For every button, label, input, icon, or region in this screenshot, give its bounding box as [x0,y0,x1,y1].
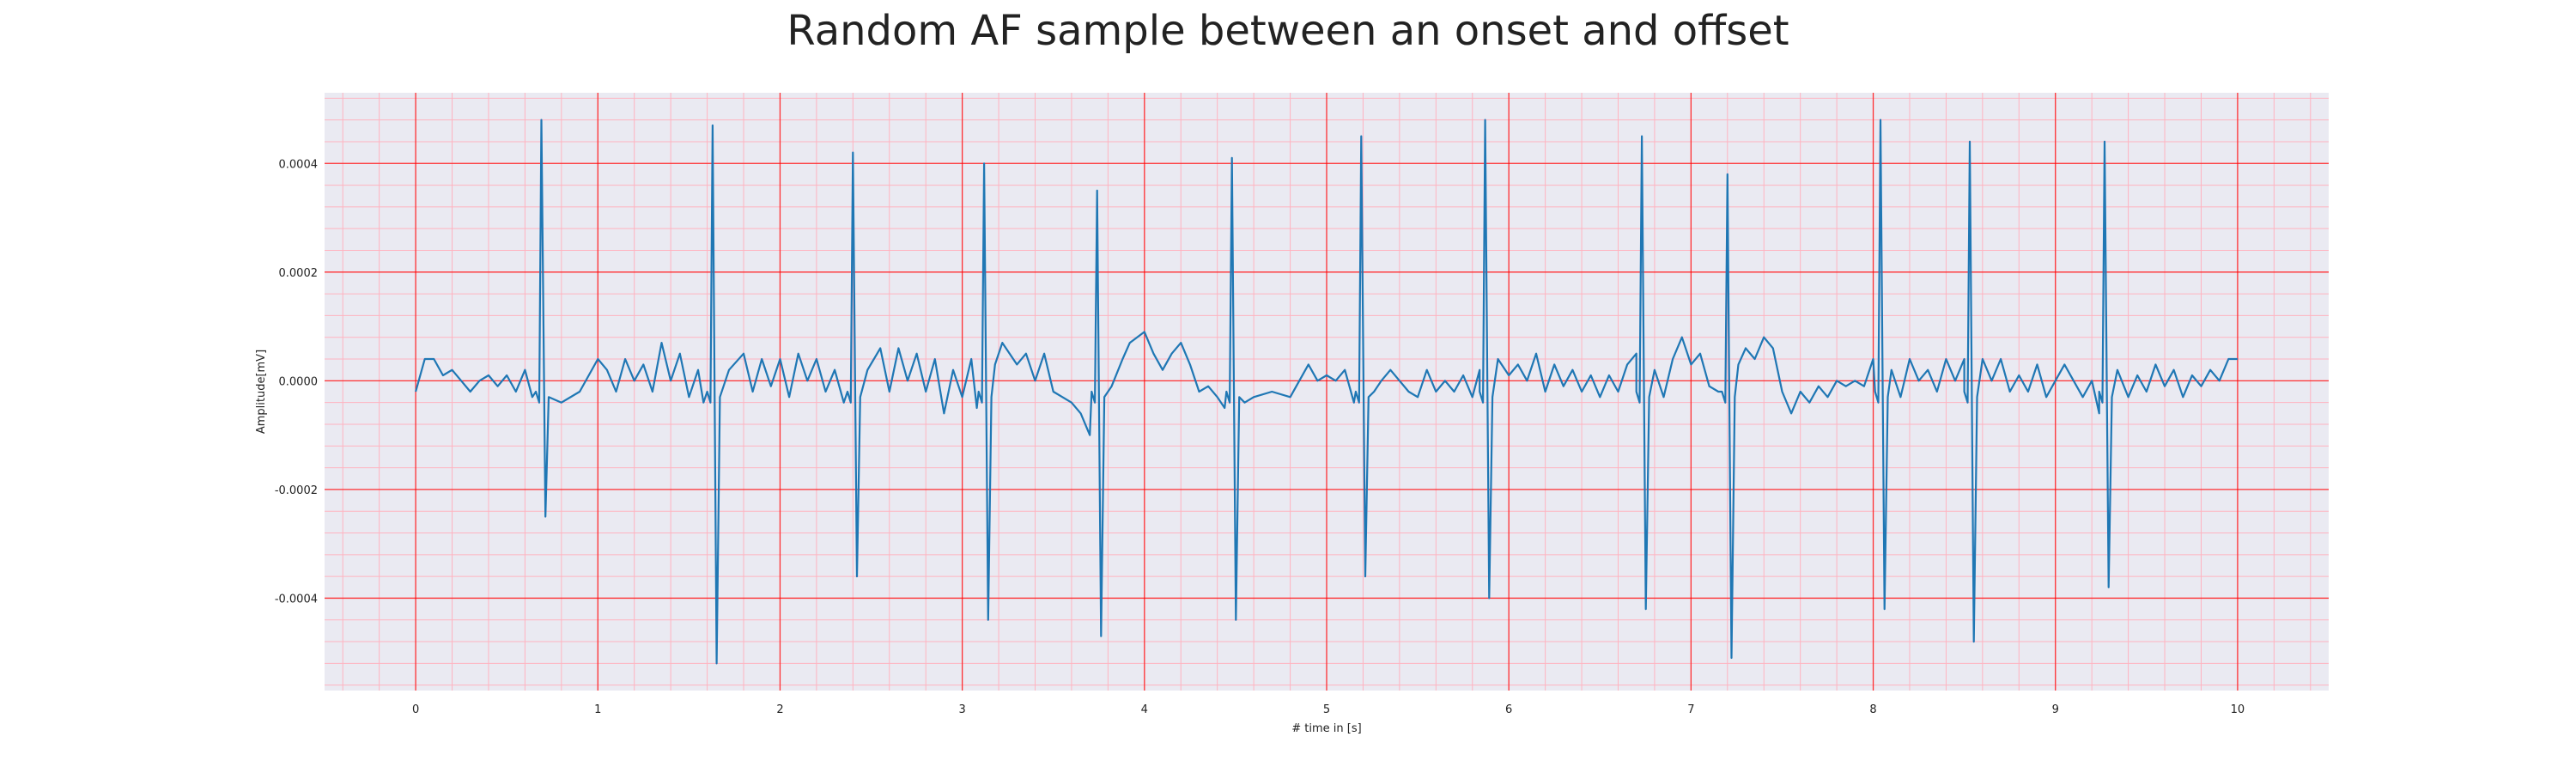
chart-title: Random AF sample between an onset and of… [787,7,1789,55]
x-tick-label: 4 [1141,703,1148,716]
x-tick-label: 6 [1505,703,1512,716]
x-tick-label: 7 [1687,703,1694,716]
x-axis-label: # time in [s] [1291,722,1361,735]
x-tick-label: 5 [1323,703,1330,716]
x-tick-label: 0 [412,703,419,716]
y-tick-label: -0.0002 [275,484,318,497]
x-tick-label: 9 [2052,703,2059,716]
y-axis-label: Amplitude[mV] [255,350,268,434]
x-tick-label: 2 [776,703,783,716]
x-axis-ticks: 0 1 2 3 4 5 6 7 8 9 10 [412,703,2245,716]
series-layer [415,119,2238,665]
ecg-signal-line [415,119,2238,665]
major-grid [325,93,2329,691]
y-tick-label: -0.0004 [275,593,318,606]
y-tick-label: 0.0002 [279,267,319,280]
y-tick-label: 0.0000 [279,375,319,388]
x-tick-label: 10 [2231,703,2245,716]
y-tick-label: 0.0004 [279,158,319,171]
x-tick-label: 1 [594,703,601,716]
y-axis-ticks: -0.0004 -0.0002 0.0000 0.0002 0.0004 [275,158,318,606]
x-tick-label: 8 [1869,703,1876,716]
x-tick-label: 3 [958,703,965,716]
